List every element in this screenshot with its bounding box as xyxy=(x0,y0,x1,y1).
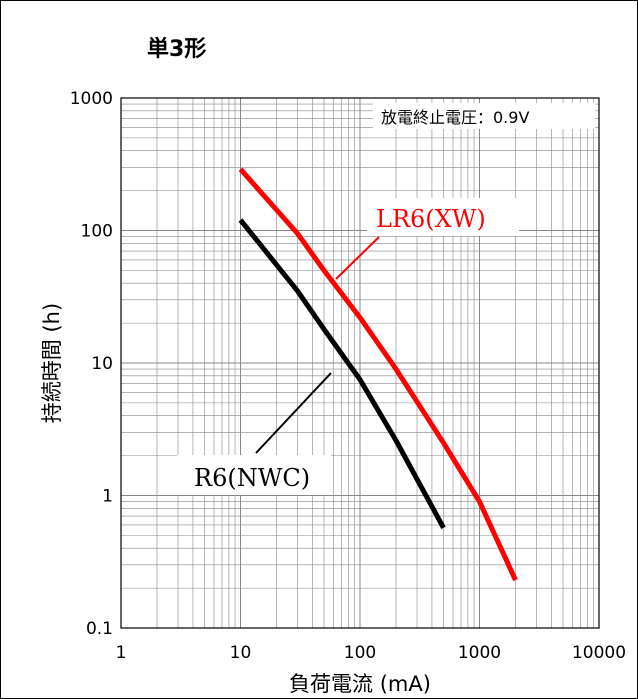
x-tick-label: 1000 xyxy=(458,643,501,663)
y-axis-label: 持続時間 (h) xyxy=(40,303,64,423)
x-tick-label: 1 xyxy=(116,643,127,663)
x-axis-label: 負荷電流 (mA) xyxy=(289,672,431,696)
y-tick-label: 1000 xyxy=(70,89,113,109)
grid xyxy=(121,98,599,628)
y-tick-label: 100 xyxy=(81,222,113,242)
x-tick-label: 10 xyxy=(230,643,252,663)
y-tick-label: 0.1 xyxy=(86,619,113,639)
x-tick-label: 10000 xyxy=(572,643,626,663)
y-tick-label: 10 xyxy=(91,354,113,374)
series-label-lr6: LR6(XW) xyxy=(376,205,486,233)
chart-title: 単3形 xyxy=(147,36,206,62)
annotation-box xyxy=(373,103,595,129)
leader-line-lr6 xyxy=(335,236,380,280)
y-tick-labels: 0.1 1 10 100 1000 xyxy=(70,89,113,639)
series-lines xyxy=(238,167,518,582)
y-tick-label: 1 xyxy=(102,487,113,507)
x-tick-labels: 1 10 100 1000 10000 xyxy=(116,643,626,663)
x-tick-label: 100 xyxy=(344,643,376,663)
series-line-lr6 xyxy=(238,167,518,582)
leader-line-r6 xyxy=(255,372,332,454)
label-box-lr6 xyxy=(367,198,519,236)
annotation-text: 放電終止電圧：0.9V xyxy=(381,108,529,127)
plot-border xyxy=(120,97,600,629)
series-line-r6 xyxy=(238,218,446,529)
label-box-r6 xyxy=(177,455,331,495)
series-label-r6: R6(NWC) xyxy=(194,464,310,492)
